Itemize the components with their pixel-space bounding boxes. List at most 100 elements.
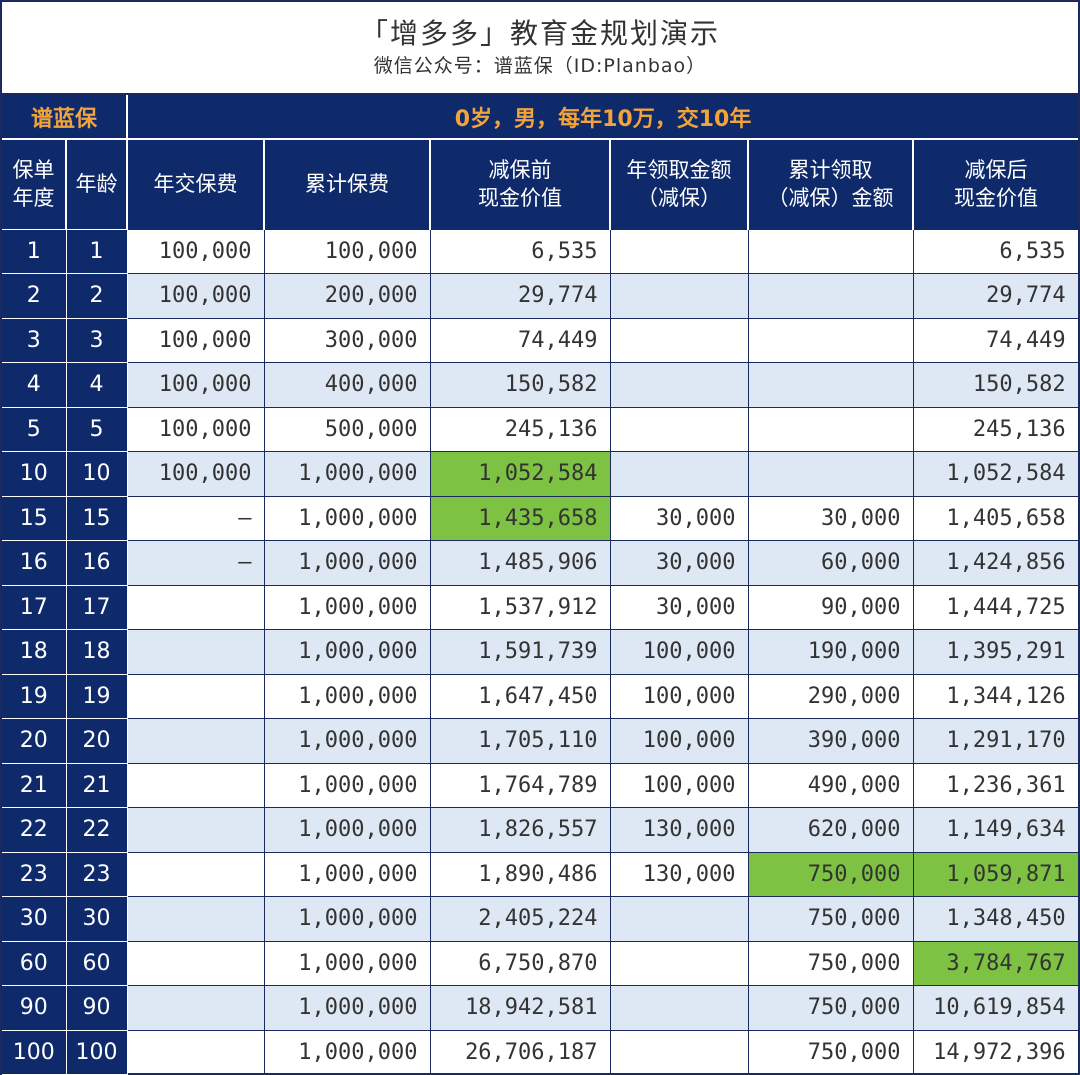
age-cell: 19: [66, 673, 128, 719]
table-row: 22 22 1,000,000 1,826,557 130,000 620,000 1,14…: [2, 807, 1079, 853]
cumulative-premium-cell: 1,000,000: [263, 451, 431, 497]
table-row: 20 20 1,000,000 1,705,110 100,000 390,000 1,29…: [2, 718, 1079, 764]
cash-value-after-cell: 1,291,170: [912, 718, 1079, 764]
annual-withdrawal-cell: 100,000: [609, 629, 749, 675]
annual-withdrawal-cell: 100,000: [609, 673, 749, 719]
age-cell: 20: [66, 718, 128, 764]
annual-premium-cell: –: [126, 495, 265, 541]
cumulative-withdrawal-cell: 750,000: [747, 1029, 914, 1075]
age-cell: 4: [66, 362, 128, 408]
cash-value-before-cell: 1,537,912: [429, 584, 611, 630]
annual-withdrawal-cell: [609, 228, 749, 274]
age-cell: 5: [66, 406, 128, 452]
title-box: 「增多多」教育金规划演示 微信公众号：谱蓝保（ID:Planbao）: [2, 2, 1078, 95]
policy-year-cell: 5: [2, 406, 67, 452]
cash-value-before-cell: 1,890,486: [429, 851, 611, 897]
cumulative-premium-cell: 400,000: [263, 362, 431, 408]
policy-year-cell: 15: [2, 495, 67, 541]
cumulative-withdrawal-cell: 750,000: [747, 940, 914, 986]
page-subtitle: 微信公众号：谱蓝保（ID:Planbao）: [373, 55, 707, 77]
policy-year-cell: 23: [2, 851, 67, 897]
policy-year-cell: 22: [2, 807, 67, 853]
age-cell: 10: [66, 451, 128, 497]
cumulative-withdrawal-cell: 750,000: [747, 896, 914, 942]
age-cell: 90: [66, 985, 128, 1031]
annual-withdrawal-cell: 30,000: [609, 495, 749, 541]
cumulative-premium-cell: 1,000,000: [263, 629, 431, 675]
annual-withdrawal-cell: [609, 1029, 749, 1075]
age-cell: 2: [66, 273, 128, 319]
annual-premium-cell: [126, 629, 265, 675]
cash-value-after-cell: 1,059,871: [912, 851, 1079, 897]
benefit-table: 谱蓝保 0岁，男，每年10万，交10年 保单 年度 年龄 年交保费 累计保费 减保前 现金价…: [2, 95, 1079, 1075]
age-cell: 1: [66, 228, 128, 274]
age-cell: 15: [66, 495, 128, 541]
annual-premium-cell: 100,000: [126, 273, 265, 319]
annual-withdrawal-cell: [609, 985, 749, 1031]
table-row: 15 15–1,000,000 1,435,658 30,000 30,000 1,405…: [2, 495, 1079, 541]
cash-value-after-cell: 14,972,396: [912, 1029, 1079, 1075]
age-cell: 30: [66, 896, 128, 942]
table-row: 23 23 1,000,000 1,890,486 130,000 750,000 1,05…: [2, 851, 1079, 897]
age-cell: 21: [66, 762, 128, 808]
scenario-label: 0岁，男，每年10万，交10年: [127, 95, 1079, 139]
annual-withdrawal-cell: 30,000: [609, 540, 749, 586]
annual-withdrawal-cell: [609, 317, 749, 363]
cash-value-before-cell: 29,774: [429, 273, 611, 319]
cumulative-withdrawal-cell: 190,000: [747, 629, 914, 675]
cumulative-withdrawal-cell: [747, 228, 914, 274]
age-header: 年龄: [66, 138, 129, 229]
annual-withdrawal-cell: 100,000: [609, 718, 749, 764]
policy-year-header: 保单 年度: [2, 138, 67, 229]
policy-year-header-line: 保单: [12, 158, 55, 183]
policy-year-cell: 3: [2, 317, 67, 363]
cash-value-before-cell: 1,485,906: [429, 540, 611, 586]
cumulative-premium-cell: 300,000: [263, 317, 431, 363]
policy-year-cell: 19: [2, 673, 67, 719]
annual-premium-cell: [126, 673, 265, 719]
annual-premium-cell: [126, 896, 265, 942]
cash-value-before-cell: 6,535: [429, 228, 611, 274]
annual-premium-header-line: 年交保费: [153, 172, 238, 197]
age-cell: 3: [66, 317, 128, 363]
annual-withdrawal-header-line: 年领取金额: [626, 158, 732, 183]
cumulative-premium-cell: 1,000,000: [263, 673, 431, 719]
cash-value-after-header-line: 减保后: [964, 158, 1028, 183]
annual-withdrawal-cell: 130,000: [609, 851, 749, 897]
annual-withdrawal-cell: 130,000: [609, 807, 749, 853]
policy-year-header-line: 年度: [12, 186, 55, 211]
cash-value-after-header: 减保后 现金价值: [913, 138, 1079, 229]
policy-year-cell: 4: [2, 362, 67, 408]
cash-value-after-cell: 1,405,658: [912, 495, 1079, 541]
cumulative-withdrawal-cell: 390,000: [747, 718, 914, 764]
cash-value-after-cell: 1,444,725: [912, 584, 1079, 630]
age-header-line: 年龄: [75, 172, 118, 197]
cash-value-after-cell: 1,424,856: [912, 540, 1079, 586]
cash-value-after-cell: 1,344,126: [912, 673, 1079, 719]
age-cell: 16: [66, 540, 128, 586]
cash-value-after-header-line: 现金价值: [954, 186, 1039, 211]
cumulative-withdrawal-cell: 620,000: [747, 807, 914, 853]
table-row: 2 2 100,000 200,000 29,774 29,774: [2, 273, 1079, 319]
cash-value-after-cell: 1,236,361: [912, 762, 1079, 808]
cumulative-withdrawal-cell: 490,000: [747, 762, 914, 808]
cumulative-withdrawal-cell: [747, 317, 914, 363]
annual-withdrawal-cell: [609, 896, 749, 942]
policy-year-cell: 30: [2, 896, 67, 942]
policy-year-cell: 17: [2, 584, 67, 630]
cash-value-after-cell: 245,136: [912, 406, 1079, 452]
cumulative-premium-cell: 1,000,000: [263, 985, 431, 1031]
cash-value-before-cell: 1,705,110: [429, 718, 611, 764]
annual-premium-cell: [126, 762, 265, 808]
cumulative-premium-cell: 500,000: [263, 406, 431, 452]
cash-value-before-cell: 6,750,870: [429, 940, 611, 986]
cumulative-withdrawal-cell: [747, 406, 914, 452]
cumulative-withdrawal-cell: 60,000: [747, 540, 914, 586]
annual-premium-cell: –: [126, 540, 265, 586]
cumulative-premium-cell: 1,000,000: [263, 584, 431, 630]
cash-value-before-cell: 1,647,450: [429, 673, 611, 719]
cash-value-before-header-line: 现金价值: [478, 186, 563, 211]
cash-value-after-cell: 1,149,634: [912, 807, 1079, 853]
policy-year-cell: 16: [2, 540, 67, 586]
